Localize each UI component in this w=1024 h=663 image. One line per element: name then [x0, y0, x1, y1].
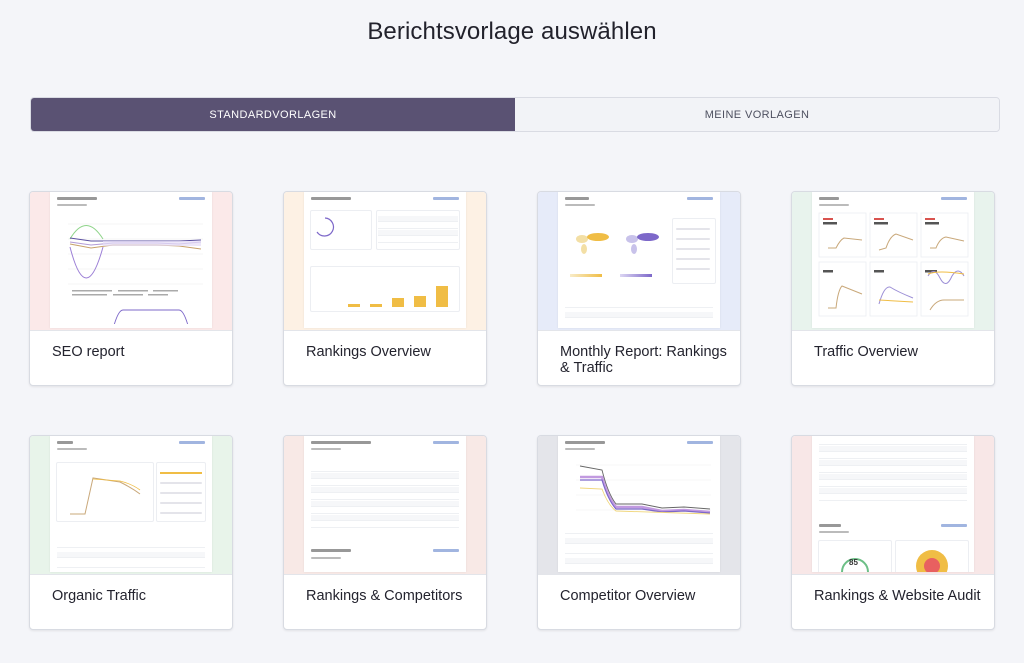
template-label: Rankings & Website Audit — [814, 588, 981, 604]
template-preview — [538, 436, 740, 575]
template-preview — [30, 436, 232, 575]
template-card-competitor-overview[interactable]: Competitor Overview — [537, 435, 741, 630]
preview-sheet — [812, 192, 974, 328]
preview-sheet — [304, 436, 466, 572]
preview-sheet: 85 — [812, 436, 974, 572]
donut-chart-icon — [916, 550, 948, 572]
line-chart-icon — [576, 464, 711, 515]
template-label: SEO report — [52, 344, 125, 360]
preview-sheet — [50, 192, 212, 328]
template-card-organic-traffic[interactable]: Organic Traffic — [29, 435, 233, 630]
template-card-seo-report[interactable]: SEO report — [29, 191, 233, 386]
template-preview — [792, 192, 994, 331]
template-card-rankings-website-audit[interactable]: 85 Rankings & Website Audit — [791, 435, 995, 630]
template-label: Organic Traffic — [52, 588, 147, 604]
template-card-rankings-overview[interactable]: Rankings Overview — [283, 191, 487, 386]
metrics-charts-icon — [818, 212, 969, 317]
preview-sheet — [558, 436, 720, 572]
tab-standard-templates[interactable]: STANDARDVORLAGEN — [31, 98, 515, 131]
preview-sheet — [558, 192, 720, 328]
audit-score-gauge-icon — [841, 558, 869, 572]
line-chart-icon — [70, 477, 141, 515]
template-label: Traffic Overview — [814, 344, 918, 360]
template-preview — [284, 192, 486, 331]
template-label: Rankings & Competitors — [306, 588, 463, 604]
gauge-icon — [316, 217, 335, 237]
page-title: Berichtsvorlage auswählen — [367, 18, 657, 45]
template-preview — [284, 436, 486, 575]
audit-score: 85 — [849, 558, 858, 567]
template-label: Competitor Overview — [560, 588, 696, 604]
line-chart-icon — [68, 223, 203, 324]
template-card-monthly-report[interactable]: Monthly Report: Rankings & Traffic — [537, 191, 741, 386]
template-label: Rankings Overview — [306, 344, 431, 360]
preview-sheet — [304, 192, 466, 328]
template-preview: 85 — [792, 436, 994, 575]
tab-my-templates[interactable]: MEINE VORLAGEN — [515, 98, 999, 131]
preview-sheet — [50, 436, 212, 572]
template-preview — [538, 192, 740, 331]
world-map-icon — [576, 233, 659, 254]
bar-chart-icon — [348, 286, 448, 307]
template-tabs: STANDARDVORLAGEN MEINE VORLAGEN — [30, 97, 1000, 132]
template-label: Monthly Report: Rankings & Traffic — [560, 344, 727, 376]
template-card-traffic-overview[interactable]: Traffic Overview — [791, 191, 995, 386]
template-card-rankings-competitors[interactable]: Rankings & Competitors — [283, 435, 487, 630]
template-preview — [30, 192, 232, 331]
